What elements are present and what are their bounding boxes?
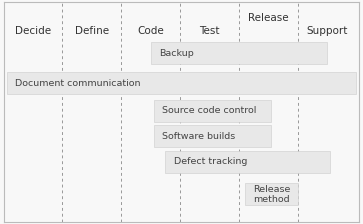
Text: Define: Define (75, 26, 109, 36)
Bar (154, 100, 271, 122)
Text: Release: Release (248, 13, 289, 24)
Bar (154, 125, 271, 147)
Bar (245, 183, 298, 205)
Text: Test: Test (199, 26, 220, 36)
Bar (151, 42, 327, 64)
Text: Source code control: Source code control (162, 106, 257, 115)
Text: Document communication: Document communication (15, 79, 141, 88)
Text: Defect tracking: Defect tracking (174, 157, 248, 166)
Text: Software builds: Software builds (162, 132, 236, 141)
Text: Decide: Decide (15, 26, 51, 36)
Bar (165, 151, 330, 173)
Text: Code: Code (137, 26, 164, 36)
Text: Support: Support (306, 26, 348, 36)
Text: Backup: Backup (159, 49, 194, 58)
Text: Release
method: Release method (253, 185, 291, 204)
Bar (7, 72, 356, 94)
